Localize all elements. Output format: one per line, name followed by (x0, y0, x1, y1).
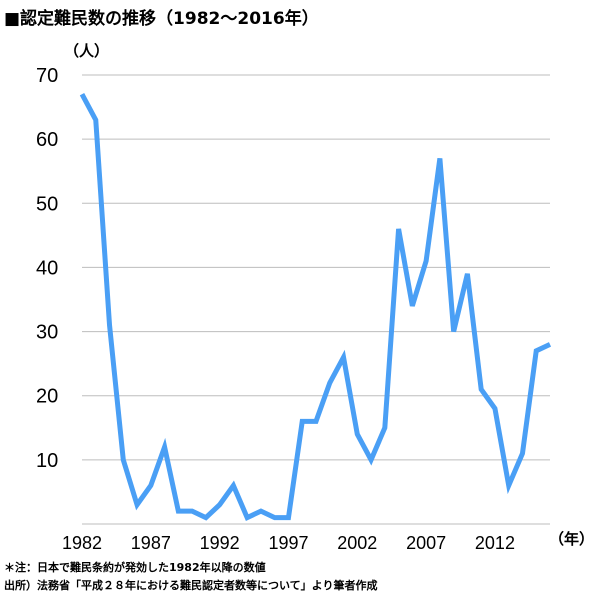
y-tick-label: 70 (36, 65, 58, 87)
source-note: 出所）法務省「平成２８年における難民認定者数等について」より筆者作成 (4, 579, 378, 592)
x-axis-ticks: 1982 1987 1992 1997 2002 2007 2012 (62, 533, 515, 553)
y-axis-unit-label: （人） (64, 42, 110, 60)
y-tick-label: 20 (36, 386, 58, 408)
y-tick-label: 40 (36, 257, 58, 279)
series-line (79, 93, 552, 521)
y-tick-label: 30 (36, 322, 58, 344)
y-tick-label: 60 (36, 129, 58, 151)
grid-lines (82, 74, 550, 525)
x-axis-unit-label: （年） (548, 530, 594, 548)
y-tick-label: 10 (36, 450, 58, 472)
series-layer (79, 93, 552, 521)
x-tick-label: 1987 (131, 533, 171, 553)
x-tick-label: 1997 (268, 533, 308, 553)
y-tick-label: 50 (36, 193, 58, 215)
x-tick-label: 2012 (475, 533, 515, 553)
y-axis-ticks: 10 20 30 40 50 60 70 (36, 65, 58, 472)
chart-title: ■認定難民数の推移（1982〜2016年） (4, 9, 319, 29)
footnote: ＊注：日本で難民条約が発効した1982年以降の数値 (4, 561, 266, 574)
x-tick-label: 2007 (406, 533, 446, 553)
x-tick-label: 1982 (62, 533, 102, 553)
x-tick-label: 2002 (337, 533, 377, 553)
x-tick-label: 1992 (200, 533, 240, 553)
